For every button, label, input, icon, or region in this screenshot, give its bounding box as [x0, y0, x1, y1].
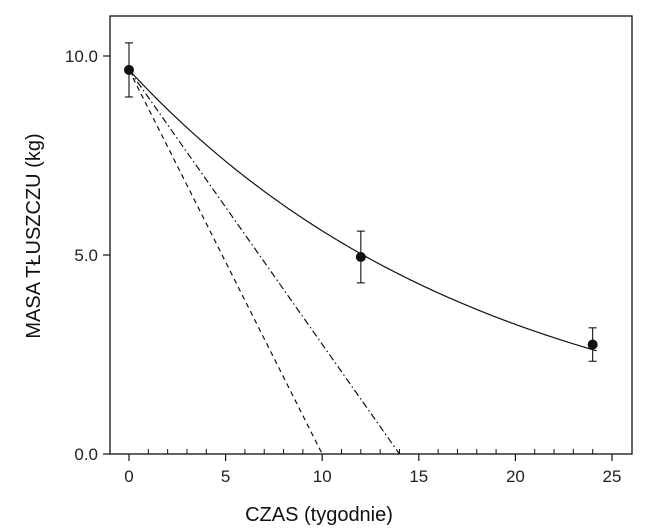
x-tick-label: 15: [409, 467, 428, 486]
x-tick-label: 10: [313, 467, 332, 486]
y-tick-label: 5.0: [74, 246, 98, 265]
x-tick-label: 25: [603, 467, 622, 486]
curve-dashed: [128, 69, 323, 455]
x-tick-label: 5: [221, 467, 230, 486]
curves: [128, 69, 597, 455]
plot-frame: [109, 15, 633, 455]
x-minor-ticks: [147, 449, 594, 454]
data-point: [355, 251, 366, 262]
data-point: [587, 339, 598, 350]
data-point: [124, 64, 134, 75]
y-tick-label: 10.0: [65, 47, 98, 66]
curve-dashdot: [128, 69, 400, 455]
x-tick-label: 0: [124, 467, 133, 486]
x-axis-label: CZAS (tygodnie): [245, 504, 393, 526]
y-axis-label: MASA TŁUSZCZU (kg): [23, 133, 45, 338]
y-tick-label: 0.0: [74, 445, 98, 464]
x-tick-label: 20: [506, 467, 525, 486]
tick-labels: 0 5 10 15 20 25 0.0 5.0 10.0: [65, 47, 622, 486]
data-points: [124, 64, 598, 350]
major-ticks: [103, 55, 613, 461]
